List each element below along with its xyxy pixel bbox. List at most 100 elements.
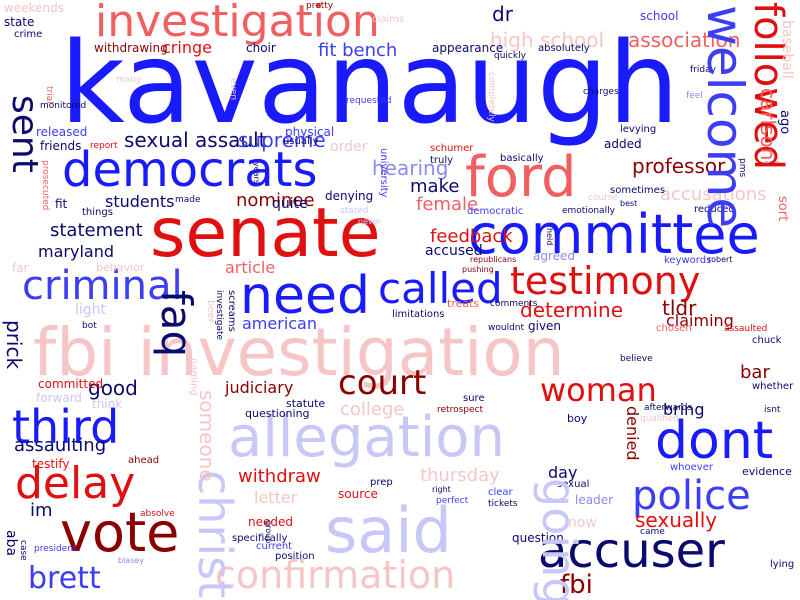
word-group: years [252, 162, 261, 185]
word-trial: trial [44, 86, 54, 104]
word-lying: specifically [232, 533, 288, 544]
word-article: sexual assault [124, 128, 267, 152]
word-republicans: quickly [494, 51, 526, 61]
word-assaulted: absolutely [538, 43, 590, 54]
word-afterwards: weekends [4, 1, 64, 15]
word-requested: bot [82, 321, 97, 331]
word-keywords: feel [686, 91, 703, 101]
word-university: pms [737, 158, 747, 178]
word-treats: assaulted [724, 324, 768, 334]
word-quickly: perfect [436, 496, 469, 506]
word-maryland: thursday [420, 465, 500, 486]
word-ford: ford [465, 145, 577, 210]
word-whoever: questioning [245, 407, 310, 420]
word-wouldnt: came [640, 527, 665, 537]
word-confirmation: confirmation [215, 553, 456, 597]
word-make: nominee [236, 190, 315, 211]
word-fit: claims [372, 14, 405, 25]
word-prep: chosen [656, 323, 692, 334]
word-accused: day [548, 463, 578, 482]
word-bot: lying [770, 559, 795, 570]
word-sexually: sent [4, 95, 45, 173]
word-claims: think [92, 397, 123, 411]
word-senate: senate [150, 194, 381, 273]
word-report: whoever [670, 462, 713, 473]
word-screams: group [264, 520, 273, 544]
word-beer: absolve [140, 509, 175, 519]
word-allegation: allegation [228, 405, 506, 470]
word-blasey: isnt [764, 405, 781, 415]
word-third: called [378, 264, 503, 313]
word-female: students [105, 192, 175, 211]
word-withdraw: determine [520, 298, 624, 322]
word-robert: many [116, 75, 142, 85]
word-held: held [545, 228, 554, 246]
word-retrospect: aba [3, 530, 19, 557]
word-years: right [432, 485, 451, 494]
word-high-school: woman [540, 371, 657, 409]
word-emotionally: screams [226, 290, 237, 332]
word-sexual: whether [752, 381, 794, 392]
word-weekends: current [256, 541, 293, 552]
word-basically: light [75, 302, 107, 318]
word-stated: comments [490, 299, 538, 309]
word-ahead: given [528, 319, 562, 333]
word-chuck: quite [272, 196, 308, 212]
word-committed: levying [620, 124, 657, 135]
word-investigation: investigation [95, 0, 380, 47]
word-choir: accused [425, 243, 483, 259]
word-going: sometimes [610, 185, 666, 196]
word-believe: pretty [306, 1, 334, 11]
word-many: leader [575, 493, 614, 507]
word-someone: emotionally [562, 206, 615, 216]
word-accusations: american [242, 314, 317, 333]
word-light: baseball [779, 20, 795, 79]
word-far: tldr [662, 296, 697, 320]
word-current: democratic [467, 206, 524, 217]
word-given: truly [430, 155, 454, 166]
word-criminal: followed [745, 2, 791, 170]
word-fit-bench: brett [28, 561, 101, 596]
word-baseball: stated [340, 206, 369, 216]
word-monitored: retrospect [437, 405, 483, 415]
word-court: criminal [22, 263, 183, 309]
word-position: reduced [694, 204, 735, 215]
word-bring: professor [632, 154, 726, 178]
word-determine: faq [152, 290, 201, 358]
word-forward: im [30, 500, 53, 521]
word-completely: completely [486, 72, 496, 122]
word-withdrawing: sort [775, 196, 790, 222]
word-even: even [228, 78, 238, 101]
word-statute: committed [38, 377, 104, 391]
word-day: supreme [238, 128, 326, 152]
word-investigate: blasey [118, 556, 145, 565]
word-limitations: schumer [430, 143, 474, 154]
word-pushing: friday [690, 65, 716, 75]
word-absolutely: sexual [557, 479, 590, 490]
word-denying: appearance [432, 41, 504, 55]
word-president: afterwards [644, 403, 693, 413]
word-im: hearing [372, 156, 449, 180]
word-assaulting: sexually [635, 508, 718, 532]
word-nominee: assaulting [14, 435, 107, 456]
word-followed: keywords [664, 255, 712, 266]
word-boy: fit [55, 197, 68, 211]
word-woman: court [338, 363, 427, 403]
word-committee: committee [468, 203, 760, 266]
word-source: bring [663, 400, 705, 419]
word-sure: friends [40, 139, 82, 153]
word-feel: question [512, 531, 564, 545]
word-cringe: now [568, 515, 597, 531]
word-state: position [275, 551, 315, 562]
word-see: bar [740, 362, 770, 383]
word-testify: denied [623, 406, 642, 461]
word-school: needed [248, 515, 293, 529]
word-chosen: order [330, 139, 368, 155]
word-carlson: never [358, 217, 381, 226]
word-reduced: usually [283, 136, 319, 147]
word-qualified: state [4, 15, 35, 29]
word-appearance: source [338, 487, 378, 501]
word-physical: released [36, 125, 88, 139]
word-american: fit bench [318, 40, 398, 61]
word-charges: wouldnt [488, 323, 525, 333]
